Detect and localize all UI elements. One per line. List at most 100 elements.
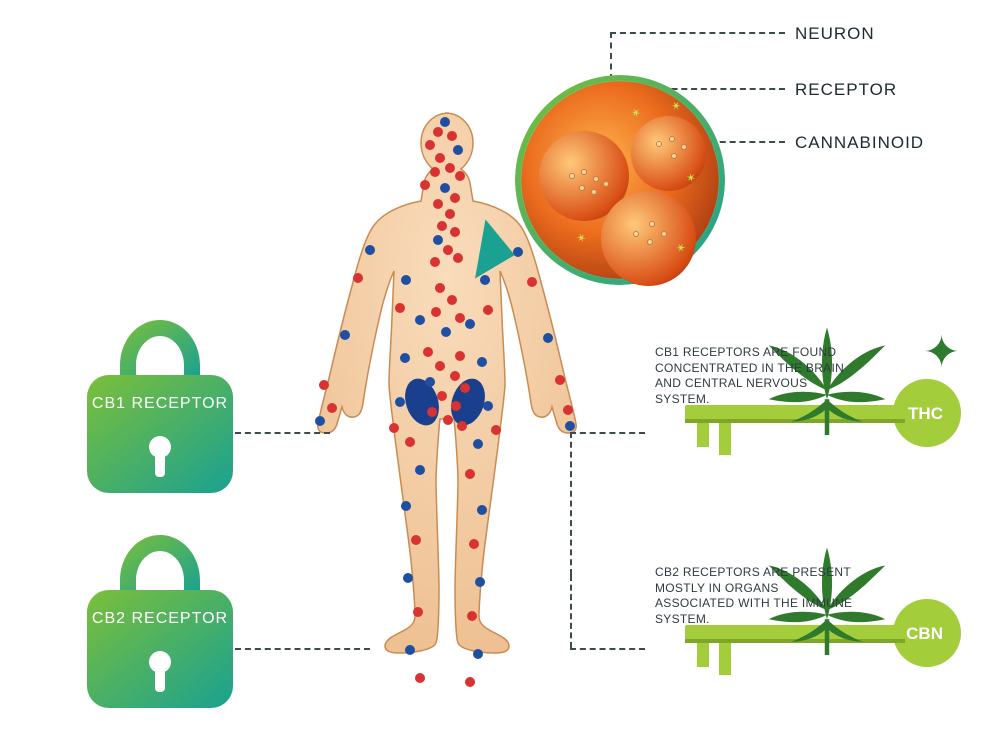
receptor-dot xyxy=(435,153,445,163)
receptor-dot xyxy=(477,505,487,515)
conn-cb1-right xyxy=(570,432,645,434)
receptor-dot xyxy=(473,649,483,659)
receptor-dot xyxy=(340,330,350,340)
receptor-dot xyxy=(423,347,433,357)
receptor-dot xyxy=(451,401,461,411)
receptor-dot xyxy=(433,127,443,137)
receptor-dot xyxy=(445,209,455,219)
receptor-dot xyxy=(527,277,537,287)
legend-cannabinoid: CANNABINOID xyxy=(795,133,924,153)
receptor-dot xyxy=(447,295,457,305)
receptor-dot xyxy=(415,315,425,325)
magnifier-circle: ✶✶✶✶✶ xyxy=(515,75,725,285)
receptor-dot xyxy=(403,573,413,583)
receptor-dot xyxy=(445,163,455,173)
receptor-dot xyxy=(415,673,425,683)
receptor-pore xyxy=(581,169,587,175)
receptor-pore xyxy=(681,144,687,150)
desc-cb1: CB1 RECEPTORS ARE FOUND CONCENTRATED IN … xyxy=(655,345,860,407)
receptor-dot xyxy=(315,416,325,426)
lock-cb1: CB1 RECEPTOR xyxy=(75,305,245,500)
receptor-dot xyxy=(491,425,501,435)
receptor-dot xyxy=(411,535,421,545)
receptor-dot xyxy=(565,421,575,431)
receptor-pore xyxy=(569,173,575,179)
legend-receptor: RECEPTOR xyxy=(795,80,897,100)
receptor-pore xyxy=(593,176,599,182)
receptor-dot xyxy=(389,423,399,433)
receptor-dot xyxy=(465,319,475,329)
receptor-dot xyxy=(420,180,430,190)
receptor-dot xyxy=(395,397,405,407)
receptor-dot xyxy=(467,611,477,621)
key-thc-label: THC xyxy=(908,404,943,424)
receptor-pore xyxy=(661,231,667,237)
receptor-pore xyxy=(649,221,655,227)
key-cbn-label: CBN xyxy=(906,624,943,644)
receptor-dot xyxy=(443,245,453,255)
receptor-dot xyxy=(395,303,405,313)
receptor-dot xyxy=(465,677,475,687)
receptor-dot xyxy=(453,253,463,263)
lock-cb1-label: CB1 RECEPTOR xyxy=(75,395,245,413)
receptor-pore xyxy=(647,239,653,245)
infographic-stage: NEURON RECEPTOR CANNABINOID xyxy=(0,0,1000,750)
receptor-dot xyxy=(477,357,487,367)
conn-cb1-left xyxy=(235,432,330,434)
receptor-dot xyxy=(430,167,440,177)
receptor-pore xyxy=(603,181,609,187)
receptor-dot xyxy=(319,380,329,390)
conn-cb2-left xyxy=(235,648,370,650)
receptor-dot xyxy=(473,439,483,449)
receptor-dot xyxy=(427,407,437,417)
legend-neuron: NEURON xyxy=(795,24,875,44)
receptor-pore xyxy=(671,153,677,159)
receptor-dot xyxy=(450,193,460,203)
conn-cb2-right xyxy=(570,648,645,650)
receptor-dot xyxy=(327,403,337,413)
receptor-pore xyxy=(579,185,585,191)
receptor-dot xyxy=(475,577,485,587)
receptor-dot xyxy=(460,383,470,393)
conn-cb1-stem xyxy=(570,432,572,575)
receptor-pore xyxy=(633,231,639,237)
receptor-dot xyxy=(437,391,447,401)
receptor-dot xyxy=(563,405,573,415)
receptor-dot xyxy=(447,131,457,141)
receptor-dot xyxy=(365,245,375,255)
receptor-dot xyxy=(405,437,415,447)
receptor-dot xyxy=(425,377,435,387)
receptor-dot xyxy=(400,353,410,363)
receptor-dot xyxy=(425,140,435,150)
receptor-dot xyxy=(543,333,553,343)
receptor-dot xyxy=(453,145,463,155)
conn-cb2-drop xyxy=(570,575,572,648)
receptor-dot xyxy=(401,275,411,285)
receptor-dot xyxy=(433,199,443,209)
receptor-dot xyxy=(455,313,465,323)
receptor-dot xyxy=(441,327,451,337)
receptor-pore xyxy=(591,189,597,195)
receptor-dot xyxy=(469,539,479,549)
receptor-dot xyxy=(450,371,460,381)
receptor-dot xyxy=(401,501,411,511)
receptor-dot xyxy=(433,235,443,245)
desc-cb2: CB2 RECEPTORS ARE PRESENT MOSTLY IN ORGA… xyxy=(655,565,860,627)
cannabinoid-icon: ✶ xyxy=(668,97,684,114)
receptor-dot xyxy=(450,227,460,237)
receptor-dot xyxy=(415,465,425,475)
receptor-dot xyxy=(443,415,453,425)
lock-cb2-label: CB2 RECEPTOR xyxy=(75,610,245,628)
receptor-dot xyxy=(455,171,465,181)
receptor-pore xyxy=(669,136,675,142)
receptor-dot xyxy=(437,221,447,231)
receptor-dot xyxy=(455,351,465,361)
receptor-dot xyxy=(465,469,475,479)
receptor-dot xyxy=(440,117,450,127)
receptor-dot xyxy=(483,401,493,411)
receptor-dot xyxy=(440,183,450,193)
receptor-dot xyxy=(435,361,445,371)
receptor-dot xyxy=(431,307,441,317)
receptor-dot xyxy=(457,421,467,431)
receptor-dot xyxy=(353,273,363,283)
